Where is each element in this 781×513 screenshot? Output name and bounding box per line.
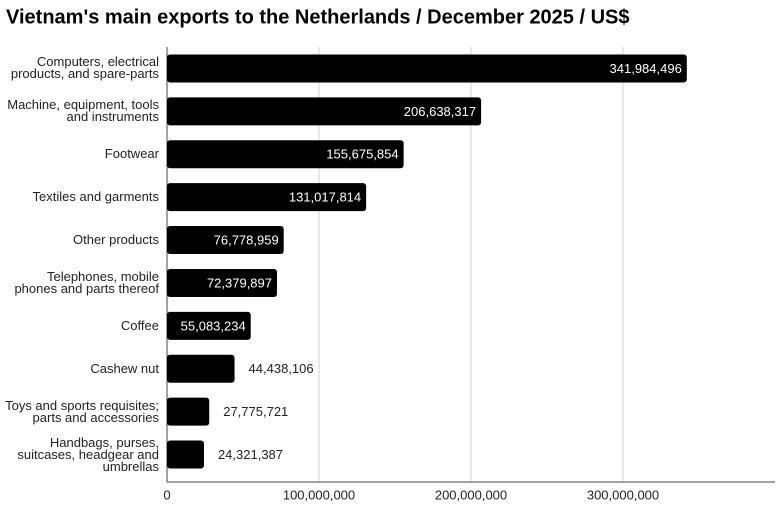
chart-title: Vietnam's main exports to the Netherland… bbox=[6, 6, 630, 28]
bar bbox=[167, 311, 251, 340]
y-tick-label: Coffee bbox=[120, 317, 159, 333]
x-tick-label: 0 bbox=[163, 487, 170, 502]
bar bbox=[167, 54, 687, 83]
value-label: 24,321,387 bbox=[218, 447, 283, 462]
value-label: 131,017,814 bbox=[289, 190, 361, 205]
bar bbox=[167, 97, 482, 126]
value-label: 72,379,897 bbox=[207, 275, 272, 290]
value-label: 76,778,959 bbox=[214, 232, 279, 247]
value-label: 206,638,317 bbox=[404, 104, 476, 119]
value-label: 341,984,496 bbox=[610, 61, 682, 76]
x-tick-label: 100,000,000 bbox=[283, 487, 355, 502]
y-tick-label: Textiles and garments bbox=[32, 189, 159, 205]
bar bbox=[167, 268, 278, 297]
bar bbox=[167, 397, 210, 426]
y-tick-label: Toys and sports requisites; parts and ac… bbox=[5, 397, 159, 425]
y-tick-label: Telephones, mobile phones and parts ther… bbox=[14, 268, 159, 296]
value-label: 55,083,234 bbox=[181, 318, 246, 333]
value-label: 27,775,721 bbox=[223, 404, 288, 419]
bar bbox=[167, 140, 404, 169]
x-tick-label: 300,000,000 bbox=[587, 487, 659, 502]
value-label: 44,438,106 bbox=[249, 361, 314, 376]
y-tick-label: Computers, electrical products, and spar… bbox=[10, 54, 159, 82]
value-label: 155,675,854 bbox=[326, 147, 398, 162]
bar bbox=[167, 183, 367, 212]
y-tick-label: Cashew nut bbox=[90, 360, 159, 376]
x-tick-label: 200,000,000 bbox=[435, 487, 507, 502]
y-tick-label: Handbags, purses, suitcases, headgear an… bbox=[17, 434, 159, 474]
bar bbox=[167, 440, 204, 469]
y-tick-label: Footwear bbox=[104, 146, 159, 162]
bar bbox=[167, 354, 235, 383]
y-tick-label: Other products bbox=[73, 232, 159, 248]
y-tick-label: Machine, equipment, tools and instrument… bbox=[7, 97, 159, 125]
bar bbox=[167, 226, 284, 255]
